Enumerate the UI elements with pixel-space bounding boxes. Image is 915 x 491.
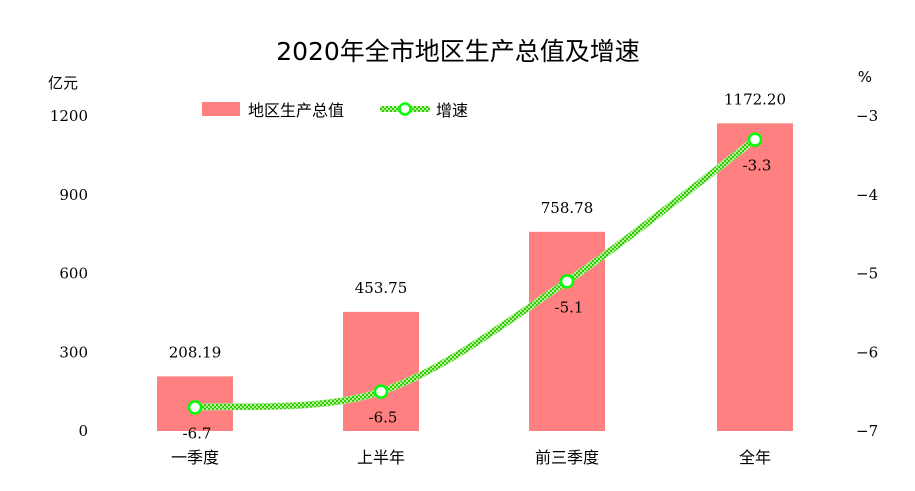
line-marker: [187, 400, 203, 415]
right-axis-unit: %: [858, 68, 872, 86]
category-labels: 一季度 上半年 前三季度 全年: [171, 448, 771, 467]
legend-line-label: 增速: [436, 101, 468, 120]
line-data-label: -6.5: [369, 409, 398, 427]
left-axis-ticks: 0 300 600 900 1200: [50, 107, 88, 440]
right-tick-label: −6: [856, 343, 878, 361]
bar-data-label: 758.78: [541, 199, 594, 217]
right-axis-ticks: −3 −4 −5 −6 −7: [856, 107, 878, 440]
category-label: 前三季度: [535, 448, 599, 467]
right-tick-label: −3: [856, 107, 878, 125]
line-data-label: -6.7: [183, 424, 212, 442]
chart-title: 2020年全市地区生产总值及增速: [276, 37, 640, 66]
legend-line-marker: [398, 102, 412, 116]
category-label: 上半年: [357, 448, 405, 467]
legend-bar-swatch: [202, 102, 240, 116]
left-axis-unit: 亿元: [48, 74, 78, 92]
line-data-label: -3.3: [743, 157, 772, 175]
bar: [343, 311, 419, 431]
line-data-label: -5.1: [555, 298, 584, 316]
legend: 地区生产总值 增速: [202, 101, 468, 120]
left-tick-label: 0: [78, 422, 88, 440]
category-label: 全年: [739, 448, 771, 467]
right-tick-label: −7: [856, 422, 878, 440]
right-tick-label: −4: [856, 186, 878, 204]
left-tick-label: 1200: [50, 107, 88, 125]
line-data-labels: -6.7 -6.5 -5.1 -3.3: [183, 157, 772, 443]
line-series: [187, 132, 763, 415]
bar-data-label: 453.75: [355, 279, 408, 297]
left-tick-label: 600: [59, 265, 88, 283]
left-tick-label: 900: [59, 186, 88, 204]
left-tick-label: 300: [59, 343, 88, 361]
line-path-shadow: [194, 136, 758, 411]
line-marker: [559, 274, 575, 289]
bar-data-label: 1172.20: [724, 90, 786, 108]
bar-data-labels: 208.19 453.75 758.78 1172.20: [169, 90, 786, 361]
legend-bar-label: 地区生产总值: [248, 101, 344, 120]
line-marker: [747, 132, 763, 147]
bar-series: [157, 123, 793, 432]
right-tick-label: −5: [856, 265, 878, 283]
line-path: [194, 137, 757, 411]
bar-data-label: 208.19: [169, 343, 222, 361]
bar: [717, 123, 793, 432]
line-marker: [373, 384, 389, 399]
category-label: 一季度: [171, 448, 219, 467]
